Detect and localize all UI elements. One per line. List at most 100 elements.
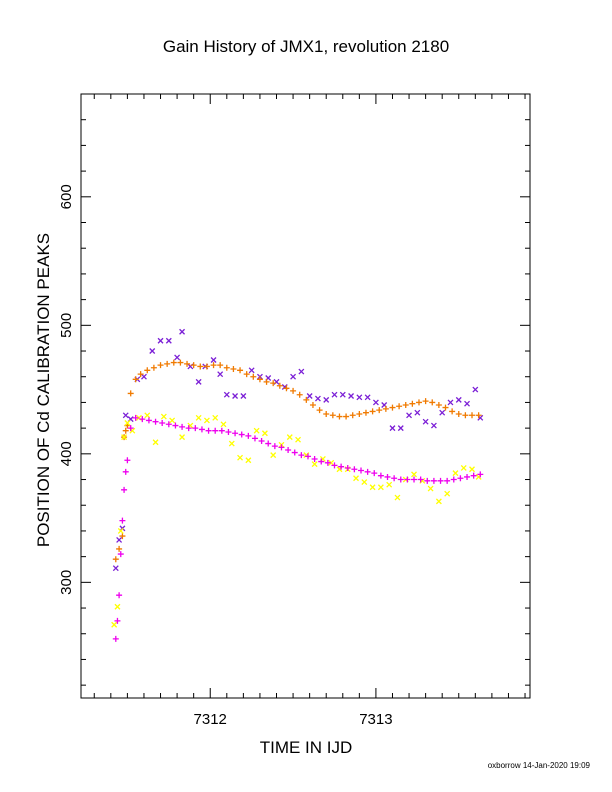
- data-point-magenta: [397, 476, 404, 483]
- data-point-yellow: [353, 475, 359, 482]
- data-point-orange: [389, 404, 396, 411]
- data-point-yellow: [460, 465, 467, 471]
- data-point-orange: [164, 360, 171, 367]
- data-point-magenta: [457, 475, 464, 482]
- data-point-yellow: [144, 412, 151, 419]
- data-point-orange: [336, 413, 343, 420]
- data-point-orange: [217, 362, 224, 369]
- data-point-orange: [396, 403, 403, 410]
- data-point-purple: [339, 391, 346, 398]
- data-point-magenta: [179, 423, 186, 430]
- data-point-orange: [203, 363, 210, 370]
- data-point-orange: [349, 412, 356, 419]
- data-point-orange: [316, 407, 323, 414]
- data-point-yellow: [295, 436, 302, 443]
- data-point-magenta: [212, 427, 219, 434]
- y-tick-label: 600: [58, 184, 75, 209]
- data-point-purple: [116, 536, 123, 543]
- data-point-yellow: [427, 485, 434, 492]
- data-point-magenta: [278, 444, 285, 451]
- data-point-magenta: [198, 426, 205, 433]
- data-point-orange: [237, 367, 244, 374]
- data-point-orange: [263, 378, 270, 385]
- data-point-purple: [195, 378, 202, 385]
- data-point-magenta: [285, 446, 292, 453]
- data-point-orange: [250, 373, 257, 380]
- data-point-magenta: [311, 455, 318, 462]
- data-point-yellow: [117, 527, 124, 534]
- chart-title: Gain History of JMX1, revolution 2180: [162, 37, 450, 56]
- y-tick-label: 400: [58, 441, 75, 466]
- data-point-orange: [442, 404, 449, 411]
- data-point-magenta: [121, 486, 128, 493]
- data-point-magenta: [258, 437, 265, 444]
- data-point-yellow: [270, 452, 277, 459]
- data-point-orange: [356, 410, 363, 417]
- data-point-orange: [184, 360, 191, 367]
- data-point-orange: [157, 362, 164, 369]
- data-point-magenta: [192, 425, 199, 432]
- data-point-yellow: [245, 457, 252, 464]
- data-point-purple: [439, 409, 446, 416]
- data-point-purple: [298, 368, 305, 375]
- data-point-yellow: [261, 430, 268, 437]
- data-point-magenta: [371, 470, 378, 477]
- data-point-magenta: [245, 432, 252, 439]
- y-tick-label: 500: [58, 313, 75, 338]
- data-point-magenta: [122, 468, 129, 475]
- data-point-magenta: [159, 419, 166, 426]
- data-point-magenta: [265, 440, 272, 447]
- data-point-orange: [369, 408, 376, 415]
- data-point-magenta: [271, 443, 278, 450]
- data-point-orange: [197, 363, 204, 370]
- data-point-magenta: [238, 431, 245, 438]
- data-point-magenta: [364, 468, 371, 475]
- data-point-orange: [362, 409, 369, 416]
- data-point-yellow: [152, 439, 159, 446]
- data-point-yellow: [386, 481, 393, 488]
- footer-credit: oxborrow 14-Jan-2020 19:09: [487, 761, 590, 770]
- data-point-magenta: [304, 453, 311, 460]
- data-point-purple: [414, 409, 421, 416]
- data-point-orange: [119, 533, 126, 540]
- data-point-purple: [112, 565, 119, 572]
- data-point-orange: [150, 364, 157, 371]
- data-point-purple: [240, 393, 247, 399]
- data-point-yellow: [114, 603, 121, 610]
- data-point-purple: [323, 396, 330, 403]
- data-point-magenta: [331, 462, 338, 469]
- data-point-orange: [402, 401, 409, 408]
- data-point-purple: [179, 328, 186, 335]
- data-point-orange: [137, 371, 144, 378]
- data-point-purple: [422, 418, 429, 425]
- data-point-magenta: [338, 463, 345, 470]
- data-point-purple: [472, 386, 479, 393]
- data-point-magenta: [139, 416, 146, 423]
- data-point-yellow: [169, 417, 176, 424]
- data-point-orange: [190, 362, 197, 369]
- data-point-magenta: [450, 476, 457, 483]
- data-point-purple: [223, 391, 230, 398]
- data-point-magenta: [470, 472, 477, 479]
- y-tick-label: 300: [58, 570, 75, 595]
- data-point-magenta: [218, 427, 225, 434]
- data-point-purple: [210, 357, 217, 363]
- data-point-orange: [435, 401, 442, 408]
- data-point-purple: [372, 399, 379, 406]
- data-point-orange: [116, 545, 123, 552]
- data-point-magenta: [185, 425, 192, 432]
- data-point-orange: [323, 410, 330, 417]
- data-point-purple: [165, 337, 172, 344]
- data-point-orange: [449, 408, 456, 415]
- data-point-yellow: [212, 414, 219, 421]
- data-point-magenta: [298, 452, 305, 459]
- data-point-purple: [447, 399, 454, 406]
- data-point-yellow: [377, 484, 384, 491]
- data-point-orange: [309, 401, 316, 408]
- data-point-magenta: [430, 477, 437, 484]
- data-point-magenta: [114, 617, 121, 624]
- data-point-orange: [210, 362, 217, 369]
- data-point-orange: [144, 367, 151, 374]
- data-point-purple: [157, 337, 164, 344]
